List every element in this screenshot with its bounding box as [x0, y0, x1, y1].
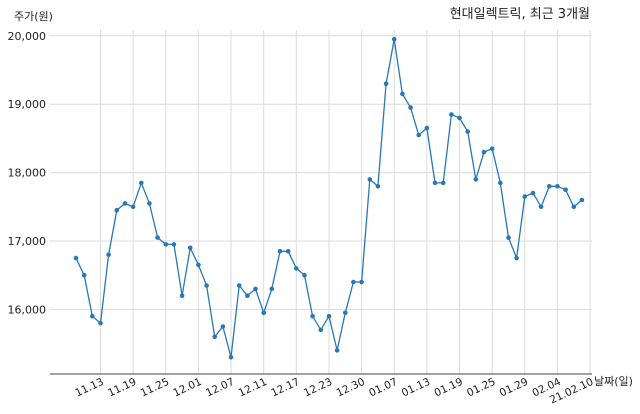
price-point	[473, 177, 479, 182]
x-tick-label: 11.19	[106, 376, 138, 400]
price-point	[563, 187, 568, 192]
price-point	[359, 279, 364, 285]
price-point	[212, 334, 217, 340]
price-point	[571, 204, 577, 210]
price-point	[481, 149, 487, 155]
price-point	[253, 286, 258, 292]
price-point	[457, 115, 462, 121]
price-point	[498, 180, 503, 186]
price-point	[351, 279, 356, 285]
price-point	[220, 324, 226, 329]
price-point	[81, 272, 87, 278]
price-point	[391, 36, 397, 42]
x-tick-labels: 11.13 11.19 11.25 12.01 12.07 12.11 12.17 12.23…	[73, 376, 595, 407]
x-tick-label: 12.30	[335, 376, 367, 400]
price-point	[122, 201, 128, 206]
price-point	[424, 125, 430, 131]
y-gridlines	[50, 35, 592, 310]
price-point	[334, 348, 340, 353]
price-point	[73, 255, 79, 261]
price-point	[163, 242, 169, 247]
x-axis-label: 날짜(일)	[594, 374, 633, 388]
x-tick-label: 12.01	[171, 376, 203, 400]
price-point	[228, 355, 234, 360]
price-point	[465, 129, 471, 134]
price-point	[383, 81, 389, 86]
price-point	[408, 105, 413, 110]
price-point	[440, 180, 446, 186]
price-point	[302, 272, 307, 278]
price-point	[130, 204, 136, 210]
price-points	[73, 36, 585, 360]
price-point	[375, 184, 381, 189]
x-tick-label: 01.19	[432, 376, 464, 400]
price-point	[432, 180, 438, 186]
price-point	[326, 313, 332, 319]
x-tick-label: 01.13	[400, 376, 432, 400]
price-point	[204, 283, 209, 288]
x-tick-label: 01.07	[367, 376, 399, 400]
price-point	[514, 255, 519, 261]
y-tick-labels: 16,000 17,000 18,000 19,000 20,000	[8, 30, 47, 317]
chart-title: 현대일렉트릭, 최근 3개월	[450, 7, 590, 22]
price-point	[489, 146, 495, 151]
price-point	[179, 293, 185, 299]
x-tick-label: 11.13	[73, 376, 105, 400]
price-point	[285, 249, 291, 254]
price-point	[555, 184, 560, 189]
x-tick-label: 01.25	[465, 376, 497, 400]
price-point	[310, 313, 315, 319]
x-tick-label: 12.17	[269, 376, 301, 400]
price-point	[343, 310, 348, 316]
price-point	[98, 320, 103, 326]
x-tick-label: 11.25	[139, 376, 171, 400]
price-point	[400, 91, 405, 97]
price-point	[579, 197, 585, 203]
price-point	[506, 235, 511, 240]
price-point	[318, 327, 324, 333]
price-point	[147, 201, 152, 206]
price-point	[236, 283, 242, 288]
price-point	[106, 252, 111, 257]
price-point	[522, 194, 528, 199]
price-point	[171, 242, 177, 247]
price-point	[294, 266, 299, 271]
price-point	[449, 112, 454, 117]
x-gridlines	[99, 30, 591, 374]
y-tick-label: 19,000	[8, 98, 47, 111]
y-tick-label: 18,000	[8, 167, 47, 180]
price-point	[155, 235, 160, 240]
y-tick-label: 16,000	[8, 303, 47, 316]
y-tick-label: 20,000	[8, 30, 47, 43]
price-point	[139, 180, 144, 186]
price-point	[196, 262, 201, 268]
price-point	[90, 313, 95, 319]
price-point	[530, 190, 536, 196]
price-point	[261, 310, 267, 316]
price-point	[187, 245, 193, 251]
x-tick-label: 12.23	[302, 376, 334, 400]
x-tick-label: 12.07	[204, 376, 236, 400]
price-point	[538, 204, 544, 210]
price-point	[114, 207, 120, 213]
price-point	[245, 293, 250, 299]
price-point	[547, 184, 552, 189]
x-tick-label: 01.29	[498, 376, 530, 400]
x-tick-label: 12.11	[237, 376, 269, 400]
price-point	[277, 249, 283, 254]
y-axis-label: 주가(원)	[14, 10, 53, 23]
y-tick-label: 17,000	[8, 235, 47, 248]
price-point	[269, 286, 275, 292]
price-point	[416, 132, 422, 138]
price-point	[367, 177, 373, 182]
